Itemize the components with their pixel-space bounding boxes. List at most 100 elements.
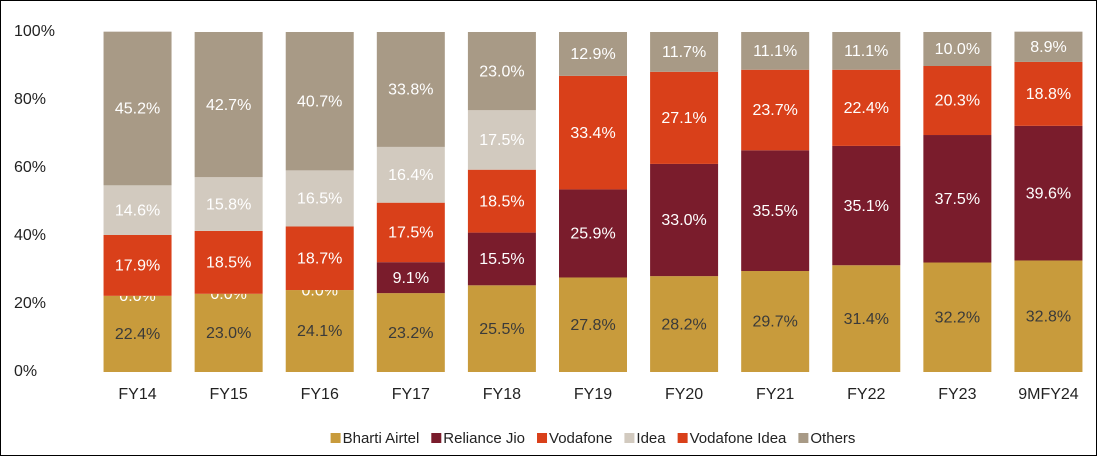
- bar-segment: [650, 71, 719, 164]
- bar-segment: [832, 145, 901, 266]
- legend-label: Reliance Jio: [443, 430, 525, 447]
- x-tick-label: FY21: [756, 386, 794, 403]
- value-label: 18.7%: [297, 250, 342, 267]
- bar-segment: [194, 32, 263, 178]
- legend-label: Bharti Airtel: [343, 430, 420, 447]
- legend-label: Vodafone Idea: [690, 430, 787, 447]
- bar-segment: [376, 262, 445, 294]
- value-label: 10.0%: [935, 41, 980, 58]
- bar-segment: [650, 276, 719, 372]
- legend-swatch: [624, 433, 635, 443]
- y-tick-label: 80%: [14, 91, 46, 108]
- bar-segment: [559, 32, 627, 76]
- y-tick-label: 0%: [14, 363, 37, 380]
- value-label: 22.4%: [115, 326, 160, 343]
- value-label: 17.5%: [388, 225, 433, 242]
- value-label: 23.2%: [388, 325, 433, 342]
- x-tick-label: 9MFY24: [1018, 386, 1079, 403]
- value-label: 23.7%: [752, 102, 797, 119]
- legend-label: Others: [810, 430, 855, 447]
- value-label: 11.7%: [662, 44, 706, 61]
- bar-segment: [923, 32, 992, 66]
- bar-segment: [1014, 61, 1083, 126]
- value-label: 17.9%: [115, 258, 160, 275]
- value-label: 25.5%: [479, 321, 524, 338]
- bar-segment: [467, 110, 536, 170]
- value-label: 32.2%: [935, 309, 980, 326]
- bar-segment: [103, 295, 172, 372]
- value-label: 33.0%: [661, 212, 706, 229]
- x-tick-label: FY18: [483, 386, 521, 403]
- value-label: 17.5%: [479, 132, 524, 149]
- bar-segment: [741, 32, 810, 70]
- x-tick-label: FY16: [301, 386, 339, 403]
- value-label: 45.2%: [115, 101, 160, 118]
- y-tick-label: 100%: [14, 23, 55, 40]
- value-label: 15.8%: [206, 196, 251, 213]
- bar-segment: [832, 69, 901, 146]
- value-label: 18.8%: [1026, 86, 1071, 103]
- x-tick-label: FY14: [118, 386, 156, 403]
- value-label: 37.5%: [935, 191, 980, 208]
- value-label: 31.4%: [844, 311, 889, 328]
- value-label: 24.1%: [297, 323, 342, 340]
- bar-segment: [285, 290, 354, 372]
- bar-segment: [923, 66, 992, 136]
- bar-segment: [741, 150, 810, 272]
- bar-segment: [741, 69, 810, 151]
- value-label: 20.3%: [935, 93, 980, 110]
- bar-segment: [376, 146, 445, 203]
- bar-segment: [467, 169, 536, 233]
- value-label: 15.5%: [479, 251, 524, 268]
- bar-segment: [194, 177, 263, 231]
- value-label: 25.9%: [570, 226, 615, 243]
- bar-segment: [103, 31, 172, 186]
- x-tick-label: FY19: [574, 386, 612, 403]
- value-label: 9.1%: [393, 270, 429, 287]
- value-label: 28.2%: [661, 316, 706, 333]
- value-label: 14.6%: [115, 202, 160, 219]
- y-tick-label: 60%: [14, 159, 46, 176]
- x-tick-label: FY23: [938, 386, 976, 403]
- bar-segment: [376, 293, 445, 372]
- bar-segment: [376, 32, 445, 147]
- bar-segment: [194, 230, 263, 294]
- x-tick-label: FY22: [847, 386, 885, 403]
- bar-segment: [1014, 260, 1083, 372]
- bar-segment: [467, 232, 536, 286]
- bar-segment: [103, 185, 172, 235]
- bar-segment: [923, 135, 992, 263]
- bar-segment: [376, 202, 445, 263]
- bar-segment: [1014, 125, 1083, 261]
- bar-segment: [832, 265, 901, 372]
- bar-segment: [559, 277, 627, 372]
- bar-segment: [467, 32, 536, 111]
- x-tick-label: FY17: [392, 386, 430, 403]
- value-label: 29.7%: [752, 314, 797, 331]
- bar-segment: [285, 226, 354, 291]
- value-label: 16.4%: [388, 167, 433, 184]
- x-tick-label: FY15: [210, 386, 248, 403]
- value-label: 8.9%: [1030, 39, 1066, 56]
- value-label: 27.8%: [570, 317, 615, 334]
- bar-segment: [559, 189, 627, 278]
- legend-label: Vodafone: [549, 430, 612, 447]
- value-label: 35.1%: [844, 198, 889, 215]
- bar-segment: [285, 170, 354, 227]
- value-label: 12.9%: [570, 46, 615, 63]
- value-label: 33.4%: [570, 125, 615, 142]
- value-label: 32.8%: [1026, 308, 1071, 325]
- value-label: 16.5%: [297, 191, 342, 208]
- value-label: 40.7%: [297, 93, 342, 110]
- bar-segment: [741, 271, 810, 372]
- legend-swatch: [537, 433, 548, 443]
- y-tick-label: 40%: [14, 227, 46, 244]
- value-label: 39.6%: [1026, 185, 1071, 202]
- value-label: 23.0%: [206, 325, 251, 342]
- value-label: 35.5%: [752, 203, 797, 220]
- bar-segment: [103, 234, 172, 296]
- bar-segment: [1014, 31, 1083, 62]
- value-label: 11.1%: [844, 43, 888, 60]
- bar-segment: [285, 32, 354, 171]
